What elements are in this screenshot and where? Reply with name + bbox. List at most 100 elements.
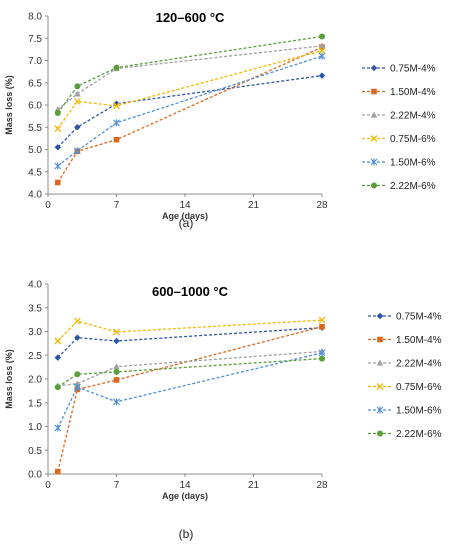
legend-item: 0.75M-6%	[368, 382, 442, 393]
y-tick-label: 4.0	[28, 190, 42, 201]
y-tick-label: 6.0	[28, 101, 42, 112]
data-point	[113, 377, 120, 383]
data-point	[54, 468, 61, 475]
legend-item: 1.50M-6%	[368, 406, 442, 417]
y-tick-label: 5.5	[28, 123, 42, 134]
data-point	[74, 124, 81, 131]
legend-marker	[370, 111, 378, 118]
data-point	[319, 323, 325, 330]
y-tick-label: 8.0	[28, 12, 42, 23]
series-1.50M-6%	[54, 349, 326, 432]
series-1.50M-4%	[54, 323, 325, 475]
legend-item: 2.22M-6%	[362, 181, 436, 192]
data-point	[73, 97, 81, 105]
legend-marker	[370, 158, 378, 166]
x-tick-label: 28	[316, 480, 328, 491]
series-line	[57, 74, 323, 148]
data-point	[74, 83, 81, 90]
data-point	[318, 42, 326, 49]
y-axis-title: Mass loss (%)	[4, 349, 14, 409]
series-line	[57, 350, 323, 387]
y-tick-label: 6.5	[28, 78, 42, 89]
legend-marker	[377, 430, 383, 437]
series-2.22M-6%	[54, 355, 325, 391]
series-2.22M-4%	[54, 42, 326, 113]
data-point	[113, 398, 120, 406]
data-point	[74, 90, 81, 97]
legend-label: 1.50M-4%	[390, 87, 436, 98]
chart-title: 600–1000 °C	[152, 284, 229, 299]
data-point	[54, 179, 61, 186]
legend-label: 0.75M-6%	[390, 134, 436, 145]
data-point	[318, 72, 326, 79]
data-point	[319, 33, 325, 40]
legend-item: 2.22M-4%	[362, 111, 436, 122]
series-line	[57, 50, 323, 129]
data-point	[54, 424, 62, 432]
series-0.75M-6%	[54, 316, 326, 345]
legend-label: 1.50M-4%	[396, 335, 442, 346]
legend-label: 0.75M-4%	[390, 64, 436, 75]
y-tick-label: 1.5	[28, 398, 42, 409]
series-0.75M-4%	[54, 324, 326, 361]
data-point	[113, 119, 120, 127]
legend-item: 1.50M-4%	[368, 335, 442, 346]
x-tick-label: 7	[114, 480, 120, 491]
data-point	[113, 328, 120, 336]
y-tick-label: 7.0	[28, 56, 42, 67]
y-tick-label: 7.5	[28, 34, 42, 45]
legend-marker	[376, 406, 384, 414]
y-tick-label: 3.5	[28, 303, 42, 314]
data-point	[73, 383, 81, 391]
data-point	[113, 64, 120, 71]
x-tick-label: 21	[248, 480, 260, 491]
chart-title: 120–600 °C	[156, 10, 225, 25]
y-tick-label: 3.0	[28, 327, 42, 338]
legend-marker	[370, 64, 378, 72]
legend-marker	[377, 336, 383, 343]
data-point	[113, 102, 120, 110]
x-tick-label: 0	[45, 480, 51, 491]
data-point	[318, 316, 326, 324]
series-2.22M-4%	[54, 348, 326, 389]
data-point	[54, 354, 61, 361]
y-tick-label: 5.0	[28, 145, 42, 156]
legend-item: 0.75M-6%	[362, 134, 436, 145]
legend-label: 1.50M-6%	[390, 158, 436, 169]
legend-marker	[376, 312, 384, 320]
data-point	[319, 355, 325, 362]
series-0.75M-6%	[54, 47, 326, 133]
legend-label: 2.22M-4%	[390, 111, 436, 122]
data-point	[113, 368, 120, 375]
legend-marker	[371, 182, 377, 189]
legend-label: 1.50M-6%	[396, 406, 442, 417]
legend-item: 0.75M-4%	[362, 64, 436, 75]
chart-panel-b: 0.0 0.5 1.0 1.5 2.0 2.5 3.0 3.5 4.0 0 7 14 21 28 Age (…	[4, 280, 442, 542]
y-tick-label: 4.5	[28, 167, 42, 178]
x-tick-label: 28	[316, 200, 328, 211]
series-line	[57, 327, 323, 359]
data-point	[54, 337, 62, 345]
data-point	[54, 144, 61, 151]
x-tick-label: 7	[114, 200, 120, 211]
series-line	[57, 46, 323, 183]
series-line	[57, 357, 323, 388]
data-point	[318, 47, 326, 55]
legend-label: 2.22M-6%	[390, 181, 436, 192]
x-tick-label: 0	[45, 200, 51, 211]
data-point	[113, 337, 120, 345]
y-tick-label: 0.0	[28, 470, 42, 481]
legend-label: 2.22M-4%	[396, 359, 442, 370]
data-point	[54, 384, 61, 391]
legend-item: 2.22M-4%	[368, 359, 442, 370]
legend-item: 0.75M-4%	[368, 312, 442, 323]
chart-panel-a: 4.0 4.5 5.0 5.5 6.0 6.5 7.0 7.5 8.0 0 7 14 21 28 Age (…	[4, 10, 436, 230]
data-point	[54, 162, 62, 170]
legend-label: 0.75M-6%	[396, 382, 442, 393]
series-2.22M-6%	[54, 33, 325, 117]
data-point	[73, 317, 81, 325]
y-tick-label: 1.0	[28, 422, 42, 433]
panel-caption: (b)	[179, 527, 194, 541]
series-line	[57, 35, 323, 114]
